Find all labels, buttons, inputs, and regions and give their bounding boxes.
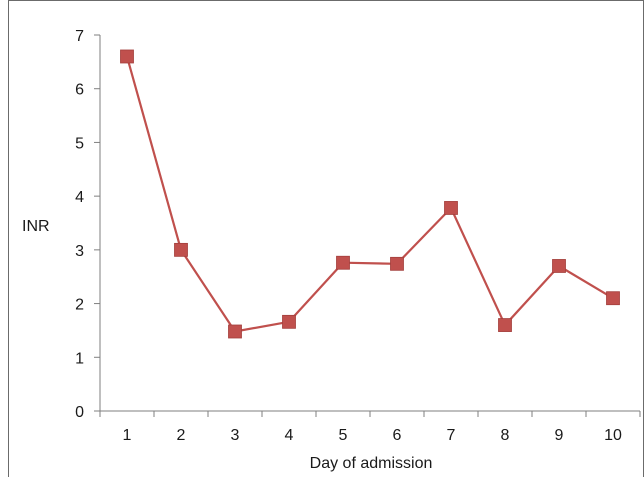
x-tick-label: 8 [501,427,510,444]
x-tick-label: 6 [393,427,402,444]
data-point-marker [390,256,404,271]
y-tick-label: 1 [75,350,84,367]
x-tick-label: 1 [123,427,132,444]
data-point-marker [552,259,566,273]
data-point-marker [606,291,620,306]
data-point-marker [282,314,296,329]
series-group [120,49,620,339]
series-line [125,56,614,333]
y-tick-label: 6 [75,82,84,99]
y-tick-label: 3 [75,243,84,260]
x-tick-label: 10 [604,427,622,444]
y-tick-label: 0 [75,404,84,421]
y-tick-label: 4 [75,189,84,206]
chart-frame [8,0,644,477]
x-ticks: 1 2 3 4 5 6 7 8 9 10 [99,411,641,444]
data-point-marker [174,242,188,257]
y-ticks: 0 1 2 3 4 5 6 7 [75,28,100,421]
x-axis-label: Day of admission [310,455,433,472]
y-tick-label: 2 [75,297,84,314]
x-tick-label: 7 [447,427,456,444]
x-tick-label: 4 [285,427,294,444]
x-tick-label: 3 [231,427,240,444]
x-tick-label: 5 [339,427,348,444]
x-tick-label: 9 [555,427,564,444]
data-point-marker [228,324,242,339]
y-axis-label: INR [22,218,50,235]
data-point-marker [498,318,512,332]
data-point-marker [120,49,134,64]
y-tick-label: 5 [75,135,84,152]
x-tick-label: 2 [177,427,186,444]
data-point-marker [336,255,350,270]
data-point-marker [444,201,458,215]
y-tick-label: 7 [75,28,84,45]
axes [99,35,640,412]
